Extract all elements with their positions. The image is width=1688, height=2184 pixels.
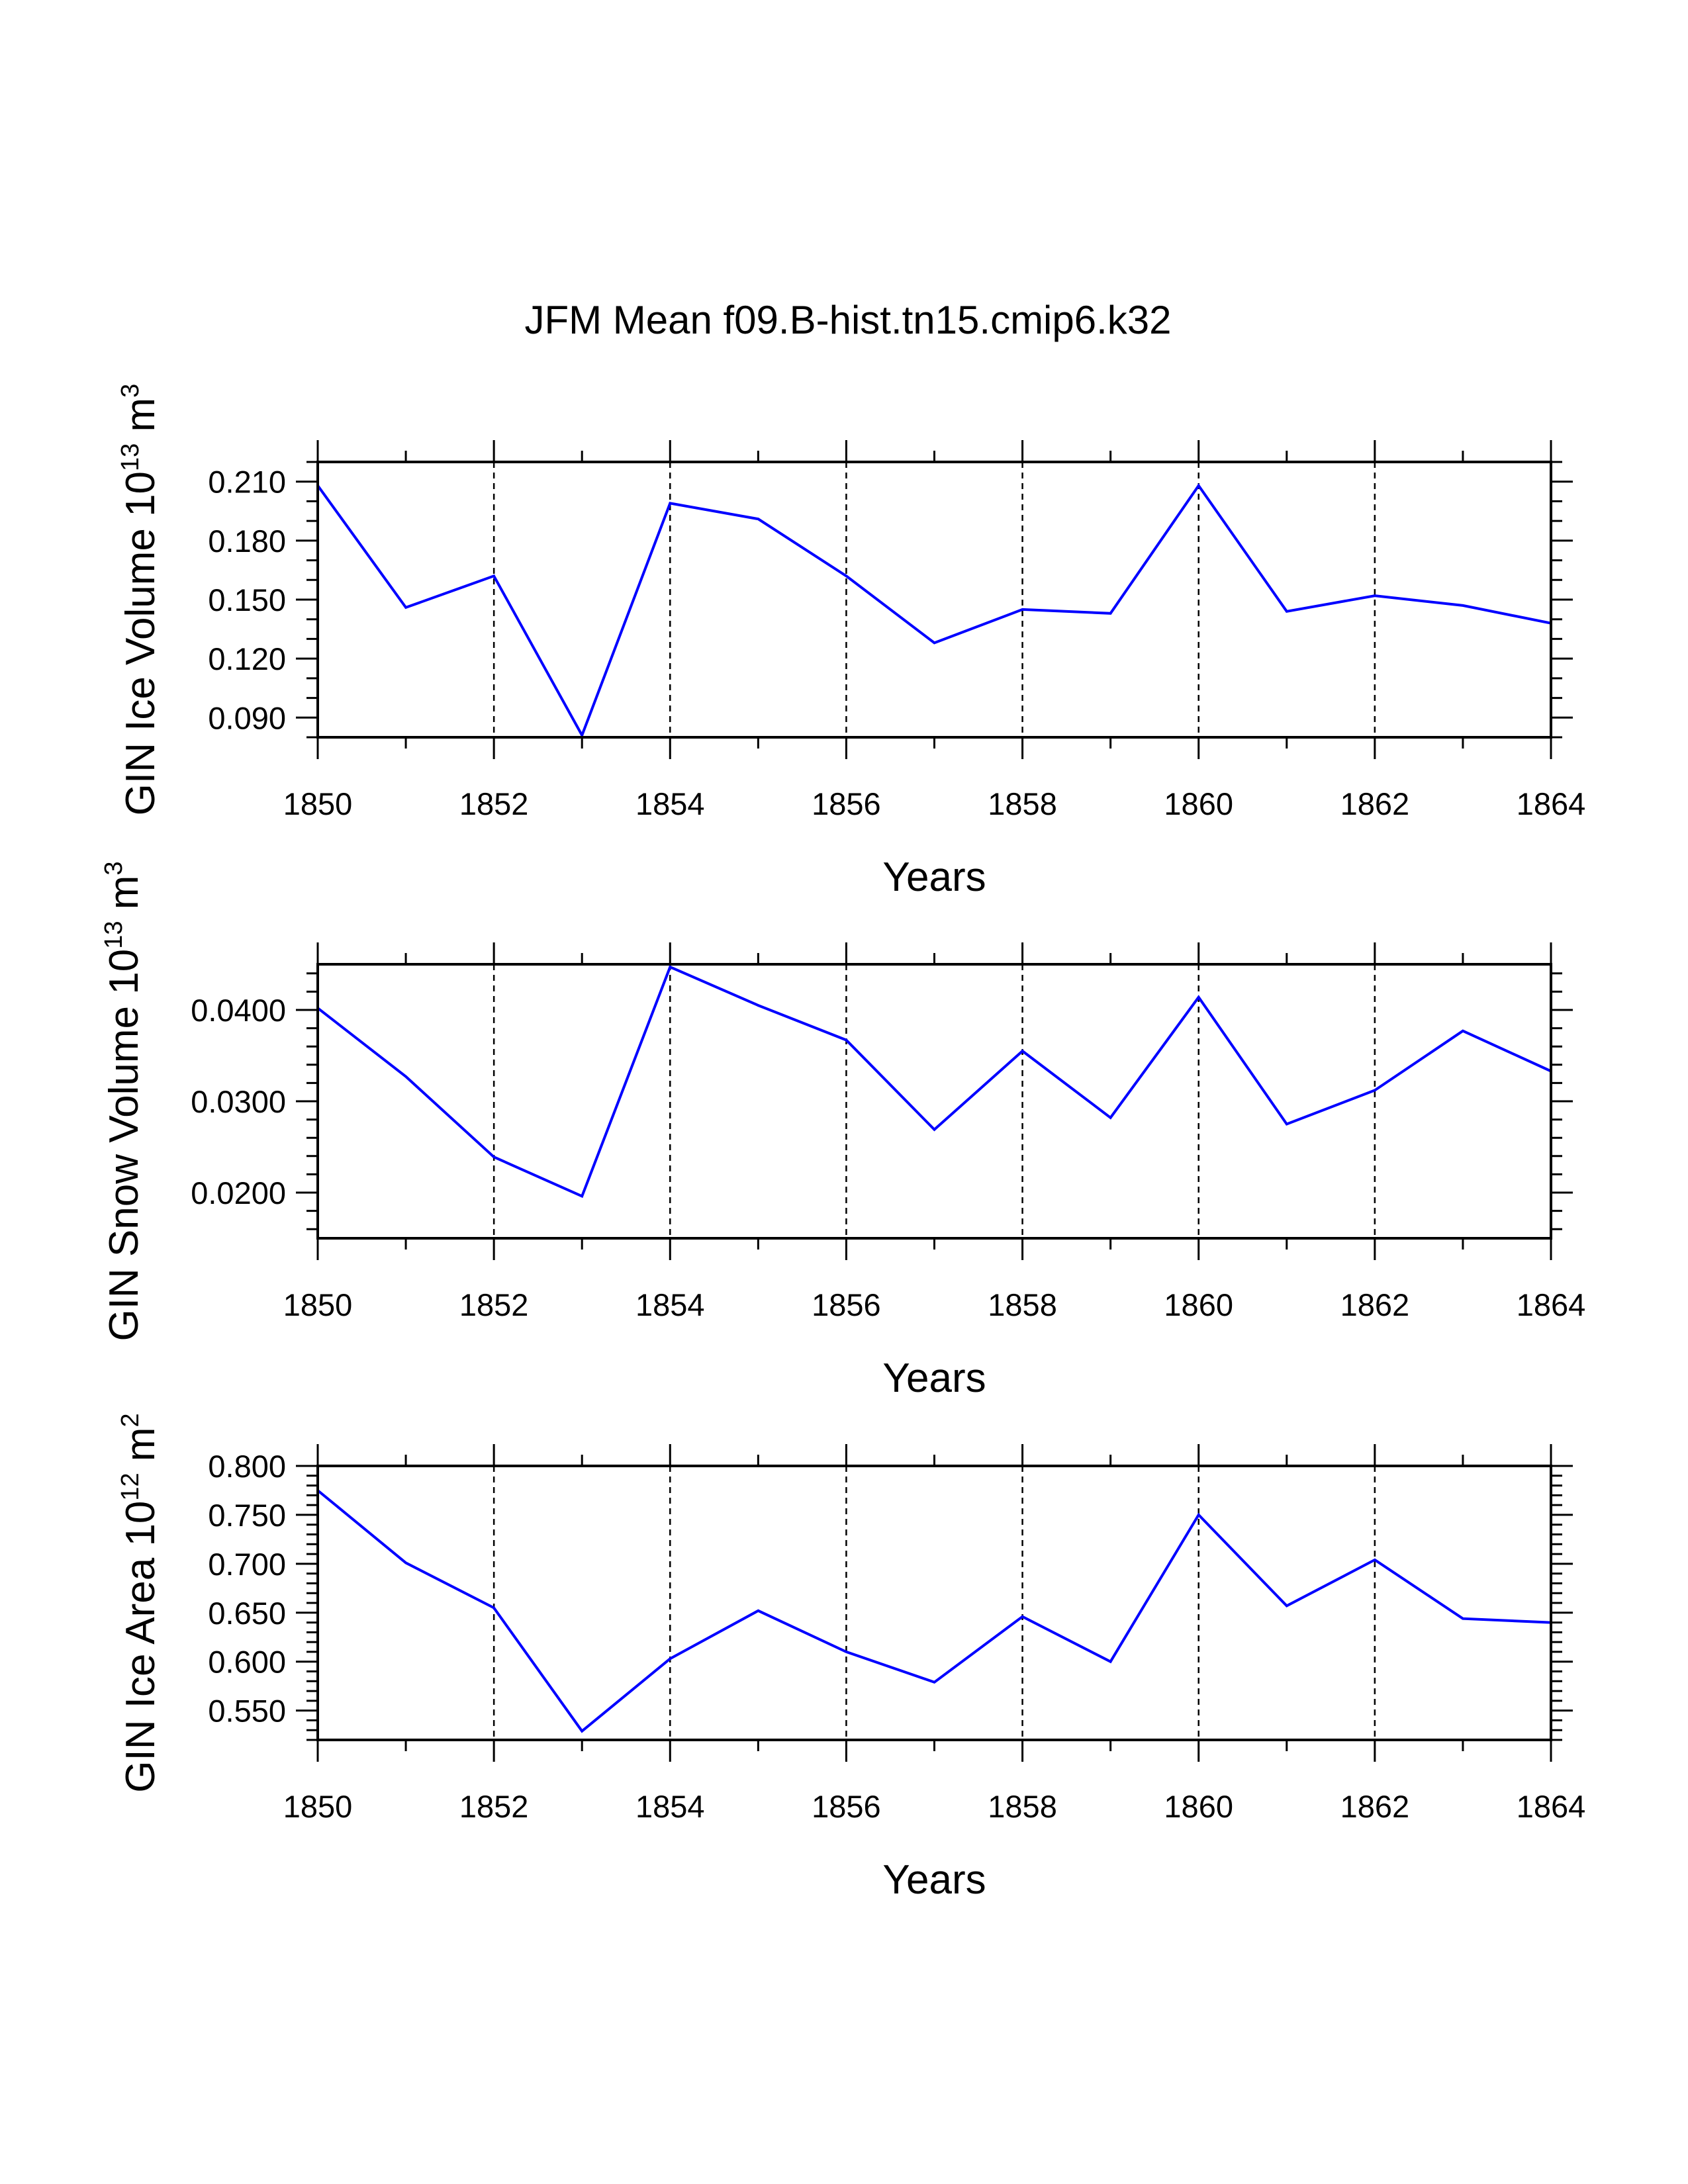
x-tick-label: 1856	[812, 786, 881, 821]
y-tick-label: 0.0200	[191, 1175, 286, 1210]
x-tick-label: 1858	[988, 786, 1057, 821]
x-tick-label: 1864	[1517, 1287, 1586, 1322]
y-tick-label: 0.700	[208, 1547, 286, 1582]
x-tick-label: 1856	[812, 1789, 881, 1824]
y-tick-label: 0.800	[208, 1449, 286, 1484]
x-tick-label: 1858	[988, 1287, 1057, 1322]
y-axis-title: GIN Ice Area 1012 m2	[117, 1413, 164, 1792]
x-tick-label: 1850	[283, 1789, 353, 1824]
x-tick-label: 1852	[459, 1287, 529, 1322]
plot-frame	[316, 1465, 1552, 1741]
x-tick-label: 1864	[1517, 1789, 1586, 1824]
x-tick-label: 1862	[1340, 1789, 1410, 1824]
x-tick-label: 1850	[283, 786, 353, 821]
x-tick-label: 1852	[459, 1789, 529, 1824]
x-tick-label: 1864	[1517, 786, 1586, 821]
y-tick-label: 0.180	[208, 523, 286, 559]
chart-title: JFM Mean f09.B-hist.tn15.cmip6.k32	[524, 298, 1171, 342]
series-line	[318, 965, 1551, 1199]
x-tick-label: 1858	[988, 1789, 1057, 1824]
x-tick-label: 1856	[812, 1287, 881, 1322]
series-line	[318, 1489, 1551, 1733]
y-tick-label: 0.120	[208, 641, 286, 676]
panel-3: 1850 1852 1854 1856 1858 1860 1862 1864 0.550 0.6…	[117, 1413, 1585, 1903]
y-tick-label: 0.550	[208, 1694, 286, 1729]
y-tick-label: 0.210	[208, 465, 286, 500]
x-tick-label: 1860	[1164, 1287, 1233, 1322]
panel-2: 1850 1852 1854 1856 1858 1860 1862 1864 0.0200 0.…	[100, 861, 1585, 1401]
y-tick-label: 0.600	[208, 1645, 286, 1680]
x-axis-title: Years	[882, 1355, 986, 1401]
series-line	[318, 483, 1551, 737]
x-tick-label: 1850	[283, 1287, 353, 1322]
panel-1: 1850 1852 1854 1856 1858 1860 1862 1864 0.090 0.1…	[117, 384, 1585, 900]
y-tick-label: 0.650	[208, 1596, 286, 1631]
x-tick-label: 1854	[635, 1287, 705, 1322]
x-tick-label: 1860	[1164, 786, 1233, 821]
y-tick-label: 0.0400	[191, 993, 286, 1028]
x-tick-label: 1862	[1340, 786, 1410, 821]
x-tick-label: 1852	[459, 786, 529, 821]
y-tick-label: 0.150	[208, 582, 286, 617]
plot-frame	[316, 963, 1552, 1240]
x-tick-label: 1854	[635, 786, 705, 821]
x-axis-title: Years	[882, 1857, 986, 1903]
x-tick-label: 1860	[1164, 1789, 1233, 1824]
y-tick-label: 0.750	[208, 1498, 286, 1533]
x-tick-label: 1854	[635, 1789, 705, 1824]
x-axis-title: Years	[882, 854, 986, 900]
y-axis-title: GIN Snow Volume 1013 m3	[100, 861, 147, 1341]
y-axis-title: GIN Ice Volume 1013 m3	[117, 384, 164, 816]
x-tick-label: 1862	[1340, 1287, 1410, 1322]
y-tick-label: 0.090	[208, 700, 286, 735]
y-tick-label: 0.0300	[191, 1084, 286, 1119]
plot-frame	[316, 461, 1552, 739]
